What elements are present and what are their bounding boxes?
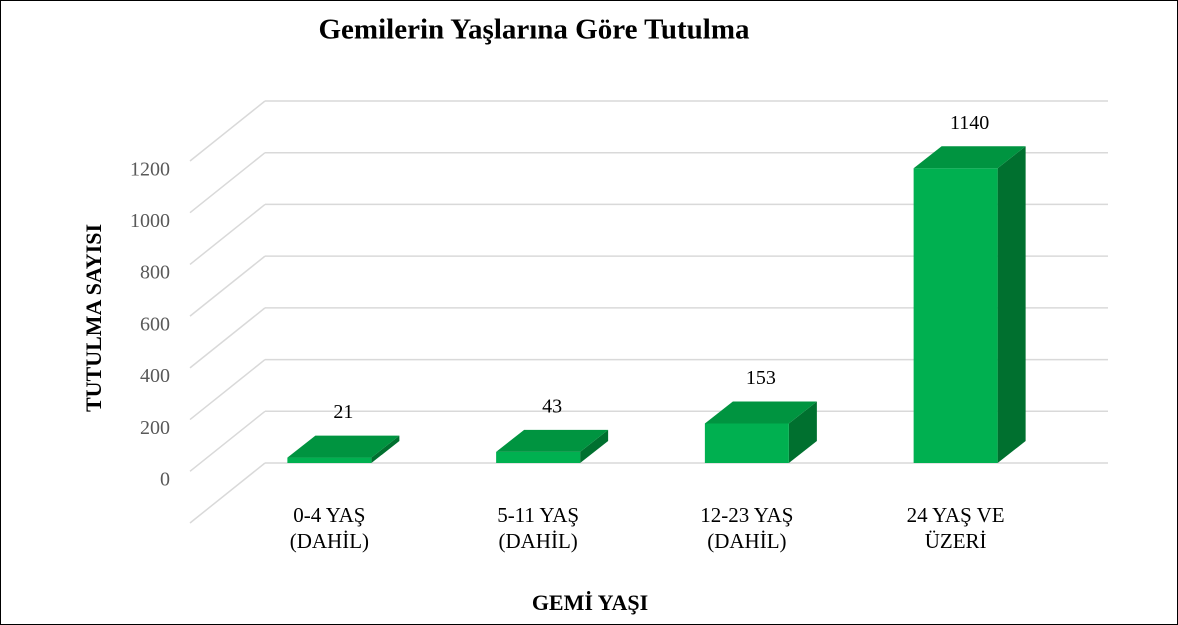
value-label: 1140 (950, 112, 989, 134)
y-tick-label: 0 (160, 469, 170, 491)
bar-face (287, 457, 372, 463)
bar-top (704, 401, 817, 424)
grid-line (189, 255, 266, 317)
bar-top (287, 435, 400, 458)
bar (913, 146, 1026, 463)
grid-line (189, 410, 266, 472)
bar-side (580, 429, 609, 463)
bar-side (788, 401, 817, 463)
bar-top (496, 429, 609, 452)
y-tick-label: 400 (140, 365, 170, 387)
y-tick-label: 600 (140, 313, 170, 335)
y-axis-label: TUTULMA SAYISI (81, 224, 106, 412)
grid-line (189, 307, 266, 369)
bar (704, 401, 817, 463)
y-tick-label: 1200 (130, 158, 170, 180)
chart-title: Gemilerin Yaşlarına Göre Tutulma (319, 14, 750, 46)
x-axis-label: GEMİ YAŞI (532, 590, 648, 615)
bar-face (913, 168, 998, 463)
bar-face (496, 451, 581, 463)
y-tick-label: 800 (140, 262, 170, 284)
bar-top (913, 146, 1026, 169)
x-tick-label: 12-23 YAŞ (DAHİL) (700, 503, 794, 553)
x-tick-label: 0-4 YAŞ (DAHİL) (289, 503, 370, 553)
x-tick-label: 24 YAŞ VE ÜZERİ (906, 503, 1005, 553)
y-tick-label: 200 (140, 417, 170, 439)
bar (287, 435, 400, 463)
bar (496, 429, 609, 463)
grid-line (189, 100, 266, 162)
grid-line (189, 358, 266, 421)
value-label: 153 (746, 367, 776, 389)
grid-line (189, 462, 266, 524)
x-tick-label: 5-11 YAŞ (DAHİL) (497, 503, 580, 553)
grid-line (189, 203, 266, 266)
value-label: 43 (542, 395, 562, 417)
grid-line (189, 152, 266, 214)
bar-side (371, 435, 400, 463)
value-label: 21 (333, 401, 353, 423)
bar-face (704, 423, 789, 463)
bar-side (997, 146, 1026, 463)
y-tick-label: 1000 (130, 210, 170, 232)
